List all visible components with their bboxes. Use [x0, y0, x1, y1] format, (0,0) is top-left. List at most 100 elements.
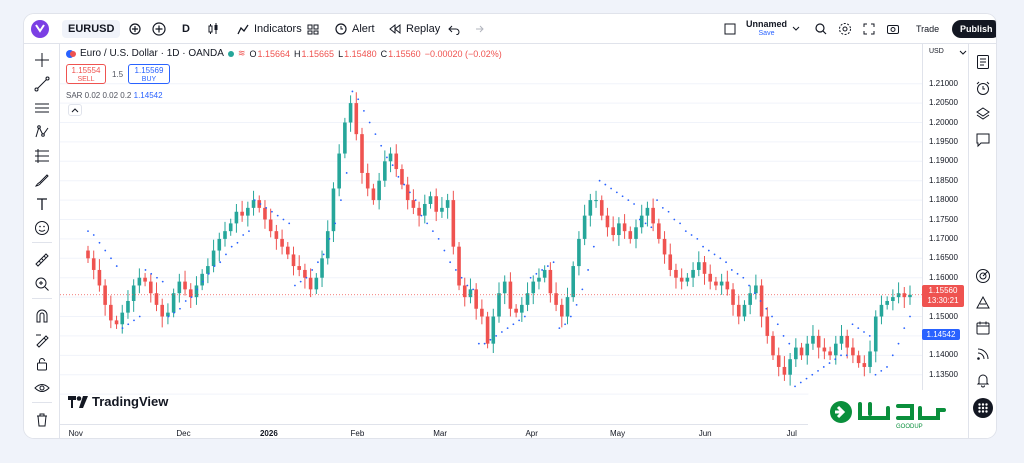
- price-tick-label: 1.20000: [929, 117, 958, 127]
- settings-gear-icon[interactable]: [838, 14, 852, 44]
- symbol-search[interactable]: EURUSD: [62, 20, 121, 38]
- text-tool-icon[interactable]: [32, 194, 52, 214]
- sar-dot: [742, 276, 745, 279]
- sar-dot: [592, 245, 595, 248]
- chevron-down-icon[interactable]: [959, 50, 967, 56]
- layers-icon[interactable]: [973, 104, 993, 124]
- sar-dot: [104, 249, 107, 252]
- open-value: 1.15664: [257, 48, 291, 59]
- alarm-clock-icon[interactable]: [973, 78, 993, 98]
- candles-type-icon[interactable]: [206, 14, 220, 44]
- candle-body: [902, 293, 907, 298]
- interval-button[interactable]: D: [182, 23, 190, 35]
- candle-body: [577, 238, 581, 267]
- candle-body: [754, 285, 758, 294]
- price-chart[interactable]: [60, 44, 922, 424]
- streams-icon[interactable]: [973, 344, 993, 364]
- time-axis[interactable]: Nov Dec 2026 Feb Mar Apr May Jun Jul: [60, 424, 922, 438]
- chevron-down-icon[interactable]: [792, 14, 800, 44]
- replay-button[interactable]: Replay: [388, 14, 440, 44]
- ruler-icon[interactable]: [32, 250, 52, 270]
- sar-price-tag: 1.14542: [922, 329, 960, 341]
- notifications-bell-icon[interactable]: [973, 370, 993, 390]
- candle-body: [599, 200, 604, 216]
- target-icon[interactable]: [973, 266, 993, 286]
- sar-dot: [690, 234, 693, 236]
- eye-icon[interactable]: [32, 378, 52, 398]
- pattern-icon[interactable]: [32, 122, 52, 142]
- layout-name-button[interactable]: Unnamed Save: [746, 14, 787, 44]
- price-tick-label: 1.13500: [929, 369, 958, 379]
- price-axis[interactable]: USD 1.21000 1.20500 1.20000 1.19500 1.19000 1…: [922, 44, 968, 424]
- calendar-icon[interactable]: [973, 318, 993, 338]
- buy-button[interactable]: 1.15569 BUY: [128, 64, 170, 84]
- candle-body: [394, 153, 399, 170]
- sell-label: SELL: [77, 76, 95, 83]
- candle-body: [485, 316, 490, 344]
- candle-body: [628, 231, 633, 239]
- sar-dot: [288, 222, 291, 225]
- layout-icon[interactable]: [724, 14, 736, 44]
- candle-body: [565, 297, 570, 317]
- add-symbol-icon[interactable]: [152, 14, 166, 44]
- undo-icon[interactable]: [448, 14, 460, 44]
- candle-body: [377, 180, 381, 201]
- symbol-title[interactable]: Euro / U.S. Dollar · 1D · OANDA: [80, 48, 224, 59]
- sar-dot: [644, 222, 647, 225]
- templates-icon[interactable]: [306, 14, 320, 44]
- compare-icon[interactable]: [128, 14, 142, 44]
- candle-body: [748, 293, 752, 305]
- sar-indicator-legend[interactable]: SAR 0.02 0.02 0.2 1.14542: [66, 91, 163, 100]
- candle-body: [794, 347, 798, 360]
- publish-button[interactable]: Publish: [952, 20, 996, 38]
- watchlist-icon[interactable]: [973, 52, 993, 72]
- candle-body: [445, 200, 450, 208]
- price-tick-label: 1.18000: [929, 195, 958, 205]
- indicators-button[interactable]: Indicators: [236, 14, 302, 44]
- candle-body: [668, 254, 673, 270]
- candle-body: [297, 266, 302, 270]
- ideas-icon[interactable]: [973, 292, 993, 312]
- collapse-legend-button[interactable]: [68, 104, 82, 116]
- user-menu-icon[interactable]: [30, 14, 50, 44]
- candle-body: [725, 281, 730, 290]
- horizontal-lines-icon[interactable]: [32, 98, 52, 118]
- candle-body: [337, 153, 341, 189]
- candlestick-chart[interactable]: [60, 44, 922, 424]
- candle-body: [828, 351, 832, 356]
- emoji-icon[interactable]: [32, 218, 52, 238]
- zoom-search-icon[interactable]: [814, 14, 828, 44]
- redo-icon[interactable]: [472, 14, 484, 44]
- zoom-in-icon[interactable]: [32, 274, 52, 294]
- candle-body: [497, 293, 501, 317]
- chart-legend: Euro / U.S. Dollar · 1D · OANDA ≋ O 1.156…: [66, 48, 502, 59]
- time-tick-label: Dec: [176, 429, 191, 438]
- fib-tool-icon[interactable]: [32, 146, 52, 166]
- trend-line-icon[interactable]: [32, 74, 52, 94]
- chat-icon[interactable]: [973, 130, 993, 150]
- sar-dot: [127, 323, 130, 326]
- lock-icon[interactable]: [32, 354, 52, 374]
- candle-body: [462, 285, 467, 298]
- sar-dot: [656, 199, 658, 202]
- stay-drawing-icon[interactable]: [32, 330, 52, 350]
- alert-button[interactable]: Alert: [334, 14, 375, 44]
- crosshair-icon[interactable]: [32, 50, 52, 70]
- trash-icon[interactable]: [32, 410, 52, 430]
- candle-body: [491, 316, 496, 344]
- fullscreen-icon[interactable]: [862, 14, 876, 44]
- trade-button[interactable]: Trade: [916, 24, 940, 34]
- sar-dot: [581, 288, 584, 291]
- candle-body: [765, 316, 770, 336]
- candle-body: [816, 335, 821, 348]
- sar-dot: [845, 354, 848, 357]
- snapshot-camera-icon[interactable]: [886, 14, 900, 44]
- candle-body: [851, 347, 855, 356]
- sell-button[interactable]: 1.15554 SELL: [66, 64, 106, 84]
- sar-dot: [696, 238, 699, 240]
- apps-grid-icon[interactable]: [973, 398, 993, 418]
- market-status-dot: [227, 50, 234, 57]
- magnet-icon[interactable]: [32, 306, 52, 326]
- brush-icon[interactable]: [32, 170, 52, 190]
- indicators-label: Indicators: [254, 23, 302, 35]
